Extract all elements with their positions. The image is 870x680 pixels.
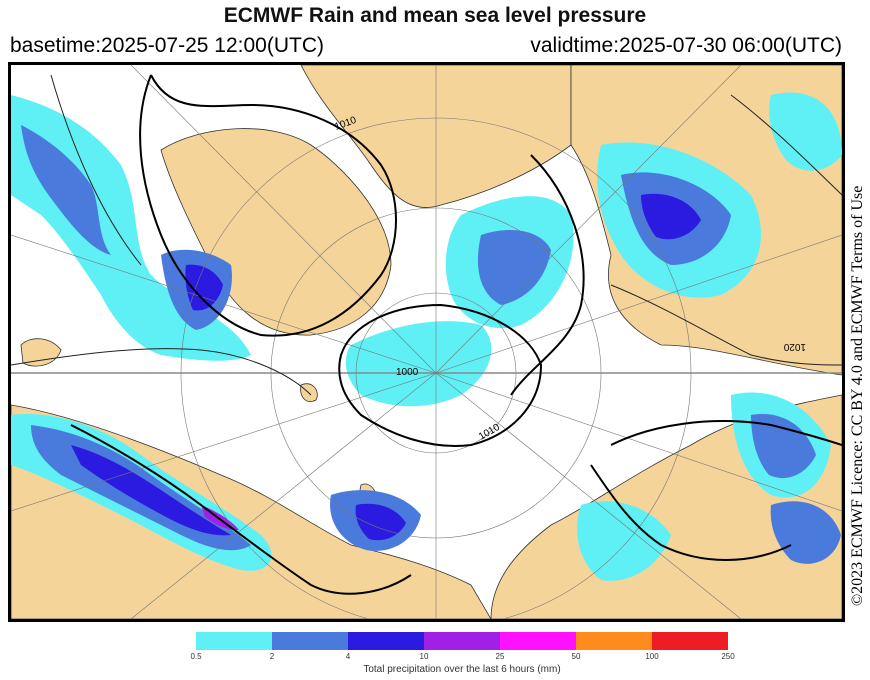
rain-area-siberia-scattered bbox=[577, 501, 671, 581]
colorbar-segment bbox=[652, 632, 728, 650]
map-title: ECMWF Rain and mean sea level pressure bbox=[223, 4, 647, 27]
basetime-label: basetime:2025-07-25 12:00(UTC) bbox=[10, 34, 324, 57]
validtime-label: validtime:2025-07-30 06:00(UTC) bbox=[530, 34, 842, 57]
colorbar-segment bbox=[196, 632, 272, 650]
isobars bbox=[70, 74, 842, 595]
rain-area-northeast bbox=[769, 92, 842, 171]
colorbar-tick-label: 25 bbox=[495, 652, 505, 661]
rain-area-scandinavia-heavy bbox=[71, 445, 231, 536]
precipitation-layer bbox=[11, 92, 842, 581]
colorbar-ticks: 0.5 2 4 10 25 50 100 250 bbox=[190, 652, 734, 664]
graticule bbox=[11, 65, 842, 619]
colorbar-segment bbox=[576, 632, 652, 650]
rain-area-far-east bbox=[770, 501, 841, 564]
colorbar-tick-label: 2 bbox=[269, 652, 275, 661]
colorbar-tick-label: 100 bbox=[645, 652, 659, 661]
isobar-line bbox=[590, 464, 792, 561]
colorbar-segment bbox=[424, 632, 500, 650]
colorbar-segment bbox=[500, 632, 576, 650]
rain-area-canada-heavy bbox=[641, 193, 701, 240]
isobars-thin bbox=[11, 74, 842, 396]
isobar-line bbox=[610, 284, 842, 366]
licence-text: ©2023 ECMWF Licence: CC BY 4.0 and ECMWF… bbox=[849, 185, 866, 606]
rain-area-central-arctic bbox=[345, 321, 492, 407]
rain-area-greenland-heavy bbox=[185, 264, 223, 311]
isobar-line bbox=[730, 94, 842, 196]
colorbar-segment bbox=[272, 632, 348, 650]
colorbar-segment bbox=[348, 632, 424, 650]
map-panel: 1010 1000 1010 1020 bbox=[8, 62, 845, 622]
rain-area-beaufort-moderate bbox=[477, 230, 551, 305]
colorbar-tick-label: 10 bbox=[419, 652, 429, 661]
colorbar-tick-label: 50 bbox=[571, 652, 581, 661]
rain-area-kara-heavy bbox=[355, 503, 406, 541]
isobar-line bbox=[139, 74, 397, 337]
isobar-line bbox=[50, 74, 142, 266]
colorbar-label: Total precipitation over the last 6 hour… bbox=[363, 664, 561, 675]
isobar-line bbox=[11, 348, 312, 396]
isobar-line bbox=[610, 420, 842, 446]
colorbar-tick-label: 4 bbox=[345, 652, 351, 661]
isobar-line bbox=[510, 154, 585, 396]
colorbar-tick-label: 0.5 bbox=[190, 652, 202, 661]
rain-area-atlantic-moderate bbox=[21, 125, 111, 255]
isobar-line bbox=[70, 424, 412, 595]
polar-map: 1010 1000 1010 1020 bbox=[11, 65, 842, 619]
isobar-line bbox=[338, 303, 543, 447]
rain-area-east-siberia-moderate bbox=[751, 414, 816, 479]
colorbar-tick-label: 250 bbox=[721, 652, 735, 661]
isobar-label: 1020 bbox=[783, 341, 806, 352]
isobar-label: 1000 bbox=[396, 367, 419, 378]
colorbar bbox=[196, 632, 728, 650]
